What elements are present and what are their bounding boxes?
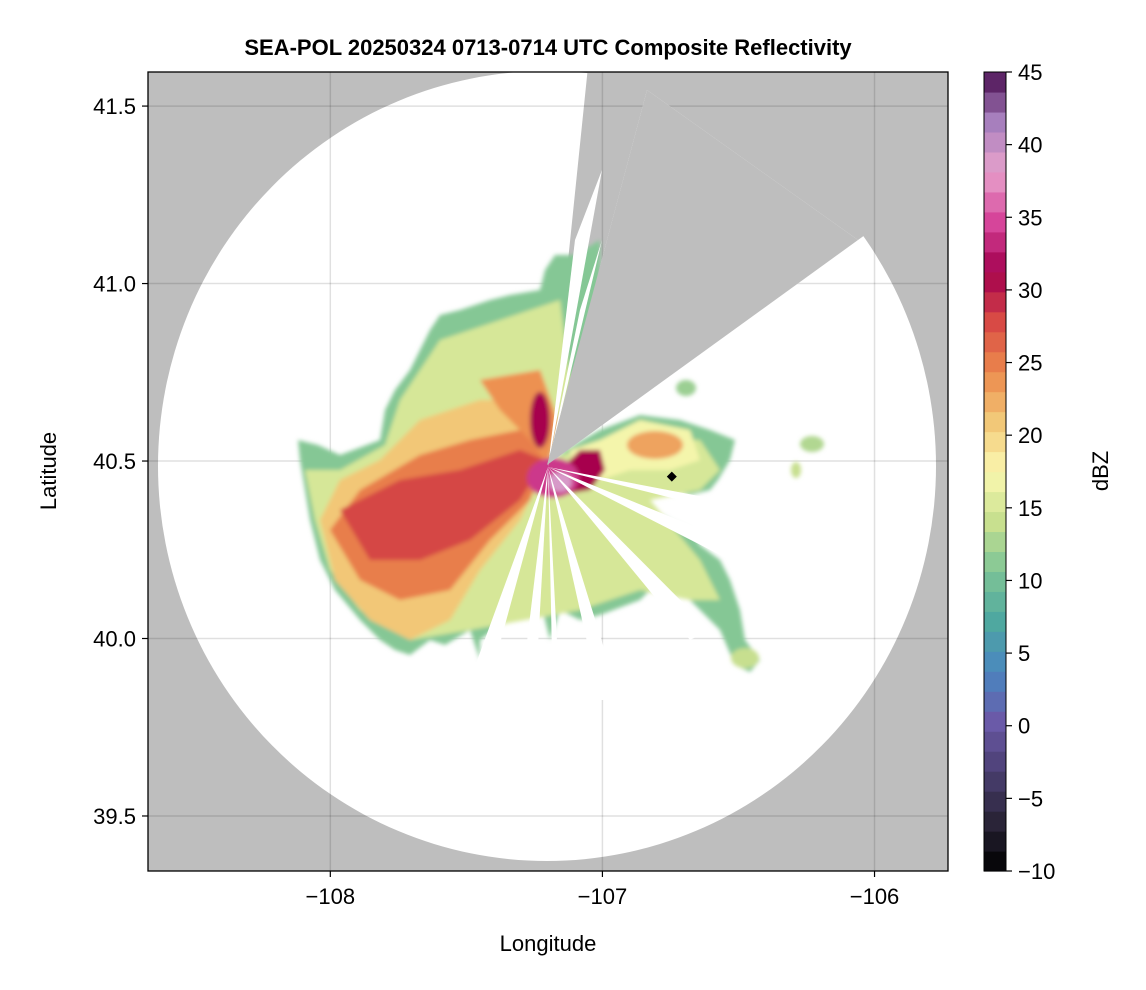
- colorbar-segment: [984, 491, 1006, 513]
- colorbar-tick-label: 10: [1018, 568, 1042, 593]
- colorbar-segment: [984, 471, 1006, 493]
- echo-isolated-cell: [800, 436, 824, 452]
- colorbar-segment: [984, 291, 1006, 313]
- y-tick-label: 40.5: [93, 449, 136, 474]
- colorbar-segment: [984, 711, 1006, 732]
- colorbar-segment: [984, 131, 1006, 153]
- colorbar-tick-label: 15: [1018, 496, 1042, 521]
- colorbar-segment: [984, 631, 1006, 652]
- colorbar-segment: [984, 331, 1006, 353]
- colorbar-segment: [984, 551, 1006, 572]
- y-tick-label: 41.5: [93, 94, 136, 119]
- echo-isolated-cell: [731, 648, 759, 668]
- colorbar-label: dBZ: [1088, 451, 1113, 491]
- x-axis-label: Longitude: [500, 931, 597, 956]
- colorbar-segment: [984, 91, 1006, 113]
- colorbar-segment: [984, 611, 1006, 632]
- marker-diamond: [666, 471, 677, 482]
- blocked-sector-edge: [547, 72, 948, 465]
- colorbar-segment: [984, 251, 1006, 273]
- colorbar-tick-label: 5: [1018, 641, 1030, 666]
- beam-gap: [548, 467, 620, 700]
- colorbar: −10 −5 0 5 10 15 20 25 30 35 40 45: [983, 60, 1055, 884]
- colorbar-segment: [984, 191, 1006, 213]
- colorbar-segment: [984, 531, 1006, 552]
- x-tick-label: −108: [306, 884, 356, 909]
- colorbar-segment: [984, 831, 1006, 852]
- x-tick-label: −107: [578, 884, 628, 909]
- colorbar-tick-label: 20: [1018, 423, 1042, 448]
- beam-gap: [548, 467, 740, 560]
- colorbar-segment: [984, 231, 1006, 253]
- grid-lines: [148, 72, 948, 871]
- colorbar-segment: [984, 511, 1006, 533]
- y-tick-label: 39.5: [93, 804, 136, 829]
- colorbar-segment: [984, 591, 1006, 612]
- echo-core-north: [530, 392, 550, 448]
- chart-title: SEA-POL 20250324 0713-0714 UTC Composite…: [244, 35, 852, 60]
- beam-gap: [548, 467, 710, 640]
- beam-gap: [548, 240, 602, 467]
- colorbar-tick-label: 0: [1018, 714, 1030, 739]
- colorbar-segment: [984, 411, 1006, 433]
- colorbar-frame: [983, 71, 1007, 872]
- colorbar-tick-label: 30: [1018, 278, 1042, 303]
- beam-gap: [470, 467, 548, 680]
- colorbar-segment: [984, 171, 1006, 193]
- colorbar-segment: [984, 751, 1006, 772]
- colorbar-tick-label: 40: [1018, 133, 1042, 158]
- colorbar-tick-label: 25: [1018, 351, 1042, 376]
- colorbar-segment: [984, 731, 1006, 752]
- colorbar-segment: [984, 791, 1006, 812]
- x-tick-label: −106: [850, 884, 900, 909]
- y-tick-label: 40.0: [93, 627, 136, 652]
- colorbar-segment: [984, 311, 1006, 333]
- beam-gap: [520, 467, 548, 700]
- colorbar-segment: [984, 391, 1006, 413]
- colorbar-tick-label: 45: [1018, 60, 1042, 85]
- blocked-sector-overlay: [547, 90, 858, 465]
- reflectivity-field: [298, 90, 858, 700]
- beam-gap: [548, 467, 720, 510]
- echo-region-red: [340, 450, 545, 560]
- colorbar-segment: [984, 671, 1006, 692]
- colorbar-segment: [984, 72, 1006, 93]
- colorbar-segment: [984, 211, 1006, 233]
- echo-isolated-cell: [676, 380, 696, 396]
- echo-cell-east: [627, 431, 683, 459]
- beam-gap: [548, 467, 560, 700]
- colorbar-segment: [984, 771, 1006, 792]
- colorbar-segment: [984, 431, 1006, 453]
- colorbar-segment: [984, 371, 1006, 393]
- y-axis-label: Latitude: [36, 432, 61, 510]
- y-tick-label: 41.0: [93, 272, 136, 297]
- echo-isolated-cell: [791, 462, 801, 478]
- echo-layers: [298, 240, 824, 672]
- colorbar-segment: [984, 151, 1006, 173]
- colorbar-segment: [984, 811, 1006, 832]
- colorbar-tick-label: −10: [1018, 859, 1055, 884]
- colorbar-segment: [984, 111, 1006, 133]
- colorbar-segment: [984, 351, 1006, 373]
- colorbar-segment: [984, 691, 1006, 712]
- colorbar-segment: [984, 651, 1006, 672]
- colorbar-tick-label: −5: [1018, 786, 1043, 811]
- colorbar-segment: [984, 851, 1006, 872]
- colorbar-tick-label: 35: [1018, 205, 1042, 230]
- plot-frame: [147, 71, 949, 872]
- colorbar-segment: [984, 571, 1006, 592]
- beam-gap: [548, 170, 602, 467]
- colorbar-segment: [984, 451, 1006, 473]
- colorbar-segment: [984, 271, 1006, 293]
